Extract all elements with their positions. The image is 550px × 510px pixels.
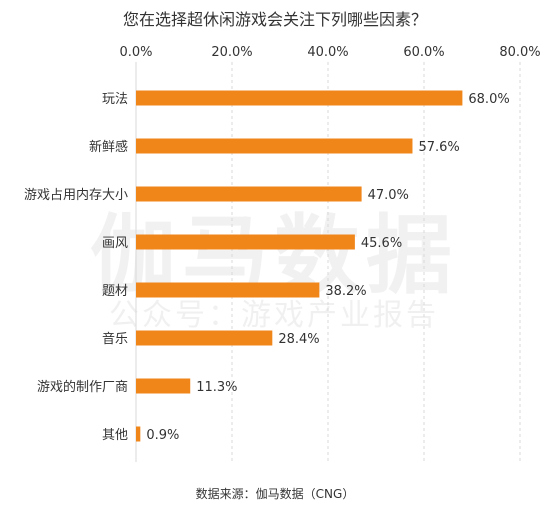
category-label: 画风 — [102, 236, 128, 251]
x-tick-label: 40.0% — [307, 45, 348, 60]
bars — [136, 90, 463, 442]
value-label: 11.3% — [196, 380, 237, 395]
x-axis-ticks: 0.0% 20.0% 40.0% 60.0% 80.0% — [119, 45, 540, 60]
grid-lines — [135, 62, 521, 462]
category-label: 题材 — [102, 284, 128, 299]
value-label: 45.6% — [361, 236, 402, 251]
chart-title: 您在选择超休闲游戏会关注下列哪些因素？ — [122, 10, 427, 29]
category-label: 音乐 — [102, 331, 128, 347]
bar — [136, 186, 362, 202]
category-label: 游戏的制作厂商 — [37, 379, 128, 395]
category-label: 其他 — [102, 428, 128, 443]
x-tick-label: 80.0% — [499, 45, 540, 60]
bar — [136, 426, 141, 442]
bar — [136, 330, 273, 346]
x-tick-label: 0.0% — [119, 45, 152, 60]
value-label: 57.6% — [418, 140, 459, 155]
bar — [136, 378, 191, 394]
category-label: 游戏占用内存大小 — [24, 187, 128, 203]
category-label: 新鲜感 — [89, 139, 128, 155]
x-tick-label: 20.0% — [211, 45, 252, 60]
bar — [136, 234, 355, 250]
bar — [136, 282, 320, 298]
bar — [136, 138, 413, 154]
bar — [136, 90, 463, 106]
value-label: 28.4% — [278, 332, 319, 347]
x-tick-label: 60.0% — [403, 45, 444, 60]
value-label: 0.9% — [146, 428, 179, 443]
category-label: 玩法 — [102, 92, 128, 107]
value-label: 68.0% — [468, 92, 509, 107]
value-label: 38.2% — [325, 284, 366, 299]
source-note: 数据来源：伽马数据（CNG） — [195, 487, 355, 501]
value-labels: 68.0% 57.6% 47.0% 45.6% 38.2% 28.4% 11.3% 0.9% — [146, 92, 509, 443]
value-label: 47.0% — [368, 188, 409, 203]
